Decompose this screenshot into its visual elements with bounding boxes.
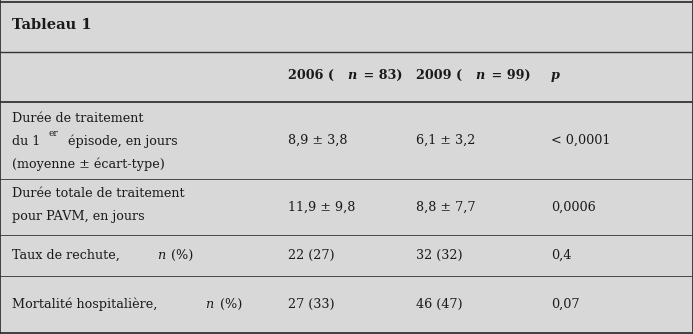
Text: du 1: du 1 [12, 135, 41, 148]
Text: 11,9 ± 9,8: 11,9 ± 9,8 [288, 201, 355, 213]
Text: 0,4: 0,4 [551, 249, 571, 262]
Text: 46 (47): 46 (47) [416, 298, 462, 311]
Text: 32 (32): 32 (32) [416, 249, 462, 262]
Text: 2006 (: 2006 ( [288, 69, 333, 81]
Text: Durée de traitement: Durée de traitement [12, 112, 144, 125]
Text: p: p [551, 69, 560, 81]
Text: < 0,0001: < 0,0001 [551, 134, 611, 147]
Text: 0,07: 0,07 [551, 298, 579, 311]
Text: (%): (%) [216, 298, 243, 311]
Text: 2009 (: 2009 ( [416, 69, 462, 81]
Text: 8,9 ± 3,8: 8,9 ± 3,8 [288, 134, 347, 147]
Text: épisode, en jours: épisode, en jours [64, 135, 178, 148]
Text: = 99): = 99) [487, 69, 531, 81]
Text: Tableau 1: Tableau 1 [12, 18, 92, 32]
Text: (%): (%) [168, 249, 194, 262]
Text: n: n [347, 69, 356, 81]
Text: (moyenne ± écart-type): (moyenne ± écart-type) [12, 157, 166, 171]
Text: n: n [475, 69, 484, 81]
Text: pour PAVM, en jours: pour PAVM, en jours [12, 210, 145, 223]
Text: 0,0006: 0,0006 [551, 201, 596, 213]
Text: Mortalité hospitalière,: Mortalité hospitalière, [12, 298, 162, 311]
Text: er: er [49, 129, 58, 138]
Text: 6,1 ± 3,2: 6,1 ± 3,2 [416, 134, 475, 147]
Text: 27 (33): 27 (33) [288, 298, 334, 311]
Text: 22 (27): 22 (27) [288, 249, 334, 262]
Text: = 83): = 83) [359, 69, 403, 81]
Text: 8,8 ± 7,7: 8,8 ± 7,7 [416, 201, 475, 213]
Text: n: n [157, 249, 165, 262]
Text: Durée totale de traitement: Durée totale de traitement [12, 187, 185, 200]
Text: n: n [205, 298, 213, 311]
Text: Taux de rechute,: Taux de rechute, [12, 249, 124, 262]
